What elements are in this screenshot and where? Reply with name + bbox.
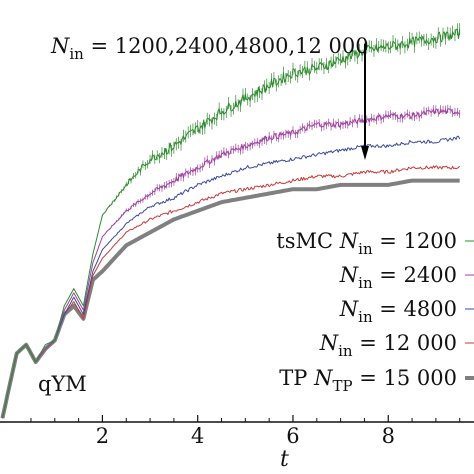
annotation: Nin = 1200,2400,4800,12 000 [50, 34, 369, 160]
series-4 [0, 178, 461, 419]
series-0 [1, 23, 461, 419]
series-line-2 [1, 135, 461, 419]
legend-label-2: Nin = 4800 [339, 297, 457, 326]
series-line-3 [1, 165, 461, 419]
series-2 [1, 135, 461, 419]
x-axis-label: t [280, 447, 289, 472]
series-line-0 [1, 28, 461, 419]
x-tick-label-4: 4 [191, 424, 204, 448]
series-1 [1, 104, 461, 419]
legend-label-1: Nin = 2400 [339, 263, 457, 292]
legend-label-3: Nin = 12 000 [319, 331, 457, 360]
annotation-label: Nin = 1200,2400,4800,12 000 [50, 34, 369, 63]
legend-label-0: tsMC Nin = 1200 [276, 229, 457, 258]
legend: tsMC Nin = 1200 Nin = 2400 Nin = 4800 Nin =… [276, 229, 474, 395]
x-axis-ticks: 2 4 6 8 [30, 415, 461, 448]
x-tick-label-6: 6 [286, 424, 299, 448]
series-layer [0, 23, 461, 419]
annotation-arrow-head [361, 146, 369, 160]
series-line-4 [0, 178, 461, 419]
x-tick-label-2: 2 [96, 424, 109, 448]
panel-label: qYM [38, 372, 87, 396]
series-3 [1, 165, 461, 419]
legend-label-4: TP NTP = 15 000 [279, 366, 457, 395]
x-tick-label-8: 8 [382, 424, 395, 448]
